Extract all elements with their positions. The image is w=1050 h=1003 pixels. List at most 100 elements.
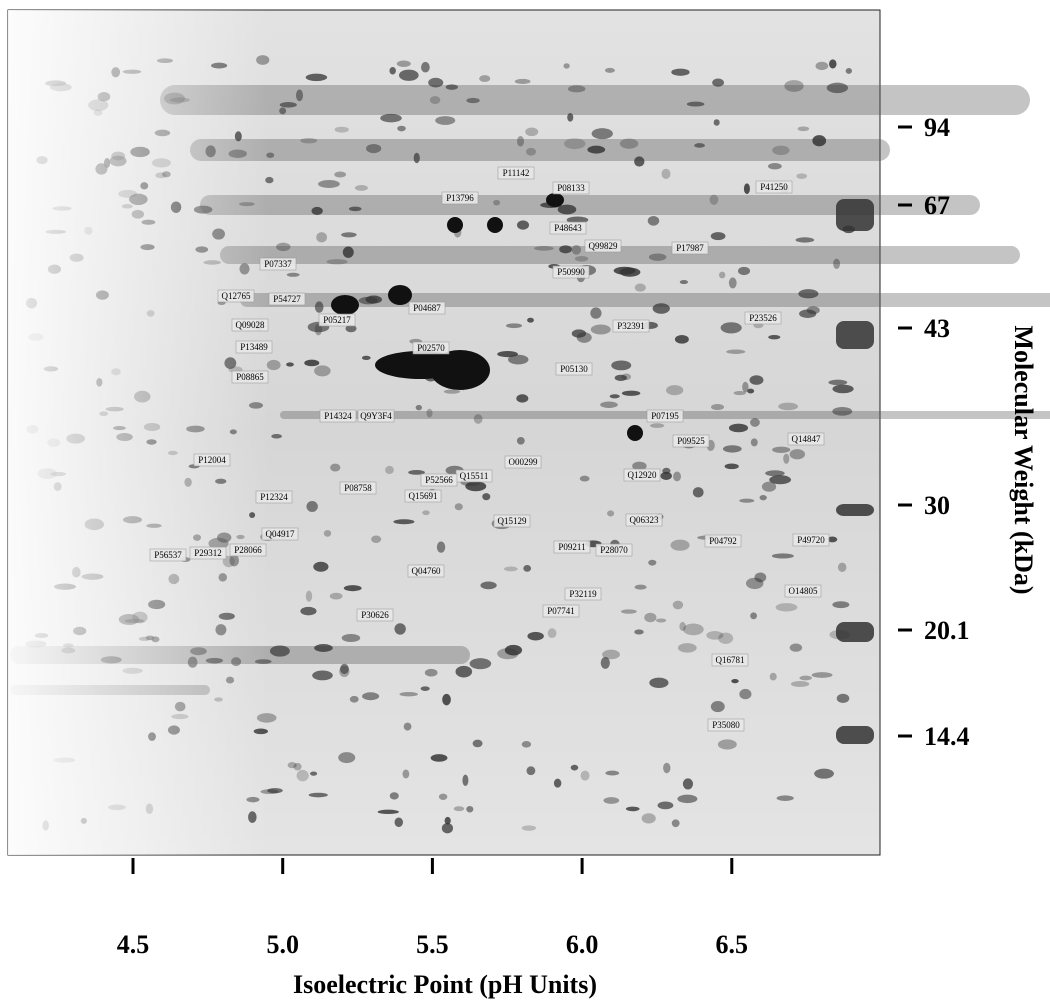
spot-label: P52566	[425, 475, 453, 485]
label-box	[261, 527, 299, 541]
label-box	[744, 311, 782, 325]
spot-label: Q16781	[716, 655, 745, 665]
spot-label: Q12765	[222, 291, 251, 301]
label-box	[711, 653, 749, 667]
spot-label: Q06323	[630, 515, 659, 525]
spot-label: P08865	[236, 372, 264, 382]
spot-label: P08758	[344, 483, 372, 493]
spot-label: P07337	[264, 259, 292, 269]
spot-labels: P11142 P13796 P08133 P41250 P48643 Q99829 P179…	[149, 166, 830, 732]
spot-label: P17987	[676, 243, 704, 253]
spot-label: Q15511	[460, 471, 489, 481]
spot-label: P23526	[749, 313, 777, 323]
label-box	[357, 409, 395, 423]
label-box	[193, 453, 231, 467]
label-box	[623, 468, 661, 482]
y-tick-label: 30	[924, 491, 950, 520]
label-box	[595, 543, 633, 557]
gel-fade	[8, 10, 880, 855]
label-box	[217, 289, 255, 303]
label-box	[612, 319, 650, 333]
spot-label: P07195	[651, 411, 679, 421]
label-box	[259, 257, 297, 271]
y-tick-label: 43	[924, 314, 950, 343]
label-box	[549, 221, 587, 235]
label-box	[356, 608, 394, 622]
label-box	[553, 540, 591, 554]
ladder-band	[836, 622, 874, 642]
spot-label: P13489	[240, 342, 268, 352]
label-box	[564, 587, 602, 601]
spot-label: P02570	[417, 343, 445, 353]
label-box	[441, 191, 479, 205]
label-box	[268, 292, 306, 306]
ladder-band	[836, 321, 874, 349]
label-box	[497, 166, 535, 180]
spot-label: Q15129	[498, 516, 527, 526]
label-box	[412, 341, 450, 355]
label-box	[149, 548, 187, 562]
label-box	[671, 241, 709, 255]
spot-label: P41250	[760, 182, 788, 192]
spot-label: P09525	[677, 436, 705, 446]
label-box	[235, 340, 273, 354]
y-axis-title: Molecular Weight (kDa)	[1009, 325, 1038, 594]
label-box	[407, 564, 445, 578]
spot-label: Q12920	[628, 470, 657, 480]
spot-label: Q04760	[412, 566, 441, 576]
x-tick-label: 5.5	[416, 930, 449, 959]
spot-label: P04687	[413, 303, 441, 313]
spot-label: P05217	[323, 315, 351, 325]
label-box	[552, 265, 590, 279]
spot-label: Q04917	[266, 529, 295, 539]
y-tick-label: 67	[924, 191, 950, 220]
spot-label: P12004	[198, 455, 226, 465]
spot-label: Q14847	[792, 434, 821, 444]
spot-label: P07741	[547, 606, 575, 616]
label-box	[493, 514, 531, 528]
label-box	[408, 301, 446, 315]
spot-label: O14805	[789, 586, 818, 596]
spot-label: P04792	[709, 536, 737, 546]
label-box	[787, 432, 825, 446]
label-box	[339, 481, 377, 495]
spot-label: P50990	[557, 267, 585, 277]
spot-label: P28070	[600, 545, 628, 555]
spot-label: Q9Y3F4	[360, 411, 392, 421]
label-box	[707, 718, 745, 732]
spot-label: Q15691	[409, 491, 438, 501]
label-box	[231, 370, 269, 384]
label-box	[255, 490, 293, 504]
spot-label: P49720	[797, 535, 825, 545]
spot-label: O00299	[509, 457, 538, 467]
spot-label: P32119	[569, 589, 597, 599]
y-tick-label: 20.1	[924, 616, 970, 645]
ladder-band	[836, 504, 874, 516]
spot-label: P05130	[560, 364, 588, 374]
spot-label: P54727	[273, 294, 301, 304]
label-box	[704, 534, 742, 548]
x-tick-label: 6.0	[566, 930, 599, 959]
x-tick-label: 5.0	[266, 930, 299, 959]
spot-label: P56537	[154, 550, 182, 560]
spot-label: P35080	[712, 720, 740, 730]
spot-label: P32391	[617, 321, 645, 331]
spot-label: P08133	[557, 183, 585, 193]
ladder-band	[836, 199, 874, 231]
label-box	[584, 239, 622, 253]
spot-label: Q99829	[589, 241, 618, 251]
label-box	[404, 489, 442, 503]
label-box	[672, 434, 710, 448]
label-box	[755, 180, 793, 194]
label-box	[646, 409, 684, 423]
label-box	[552, 181, 590, 195]
label-box	[542, 604, 580, 618]
label-box	[555, 362, 593, 376]
spot-label: P13796	[446, 193, 474, 203]
spot-label: P28066	[234, 545, 262, 555]
label-box	[318, 313, 356, 327]
label-box	[784, 584, 822, 598]
ladder-lane	[836, 199, 874, 744]
x-tick-label: 4.5	[117, 930, 150, 959]
label-box	[189, 546, 227, 560]
